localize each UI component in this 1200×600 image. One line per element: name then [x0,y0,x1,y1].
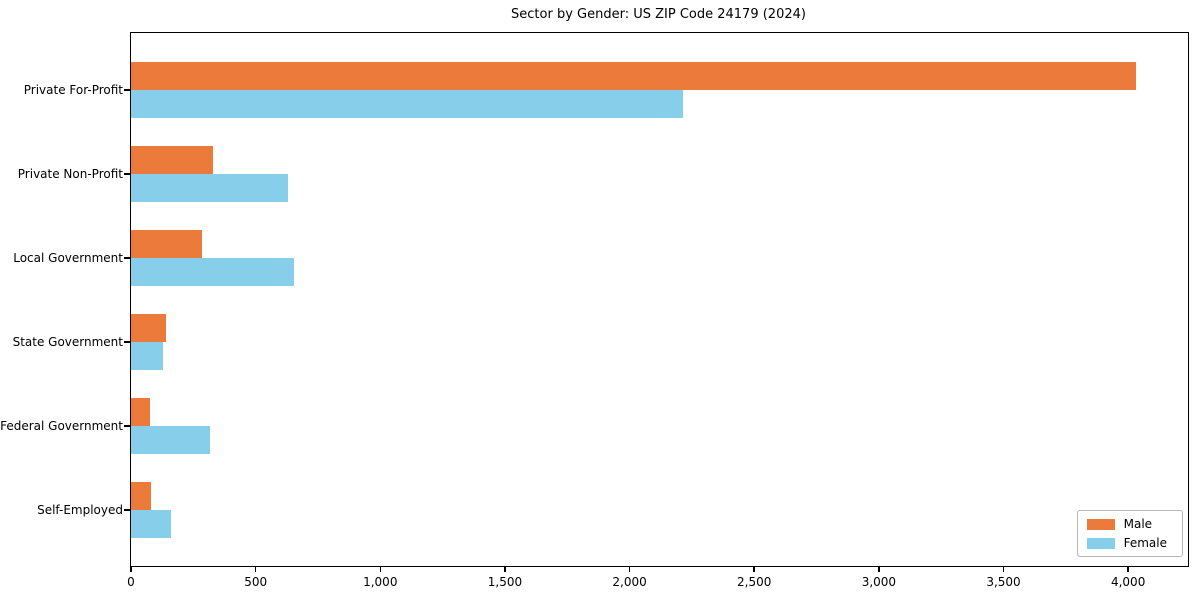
y-axis-label-state-government: State Government [12,335,123,349]
legend-item-female: Female [1086,536,1173,550]
bar-male-state-government [131,314,166,342]
x-tick-0 [130,566,132,572]
x-tick-1-500 [504,566,506,572]
bar-female-local-government [131,258,294,286]
x-tick-label-3-500: 3,500 [986,575,1021,589]
bar-female-private-for-profit [131,90,683,118]
x-tick-3-500 [1002,566,1005,572]
bar-male-private-for-profit [131,62,1136,90]
y-tick-self-employed [124,509,130,511]
bar-male-private-non-profit [131,146,213,174]
bar-female-state-government [131,342,163,370]
y-tick-private-for-profit [124,89,130,91]
x-tick-label-1-000: 1,000 [363,575,398,589]
legend-label-male: Male [1123,517,1153,531]
y-axis-label-self-employed: Self-Employed [37,503,123,517]
chart-title: Sector by Gender: US ZIP Code 24179 (202… [511,7,806,22]
y-tick-federal-government [124,425,130,427]
x-tick-3-000 [878,566,880,572]
y-axis-label-local-government: Local Government [13,251,123,265]
y-tick-private-non-profit [124,173,130,175]
bar-female-federal-government [131,426,210,454]
x-tick-500 [254,566,257,572]
legend-item-male: Male [1086,517,1173,531]
legend-swatch-male [1086,518,1115,530]
x-tick-label-0: 0 [127,575,135,589]
x-tick-2-000 [628,566,631,572]
x-tick-4-000 [1127,566,1129,572]
bar-female-private-non-profit [131,174,288,202]
y-axis-label-private-non-profit: Private Non-Profit [17,167,123,181]
y-tick-local-government [124,257,130,259]
legend-swatch-female [1086,537,1115,549]
plot-area: Male Female Private For-Profit Private Non… [0,32,1189,589]
x-tick-label-1-500: 1,500 [487,575,523,589]
x-tick-label-4-000: 4,000 [1110,575,1146,589]
bar-male-self-employed [131,482,151,510]
x-tick-label-2-500: 2,500 [737,575,772,589]
x-tick-1-000 [379,566,382,572]
y-axis-label-federal-government: Federal Government [0,419,123,433]
legend: Male Female [1076,510,1183,557]
bar-female-self-employed [131,510,171,538]
bar-male-local-government [131,230,202,258]
x-tick-label-500: 500 [244,575,268,589]
y-tick-state-government [124,341,130,343]
x-tick-2-500 [753,566,755,572]
y-axis-label-private-for-profit: Private For-Profit [23,83,123,97]
legend-label-female: Female [1123,536,1167,550]
x-tick-label-2-000: 2,000 [612,575,647,589]
bar-male-federal-government [131,398,150,426]
x-tick-label-3-000: 3,000 [861,575,897,589]
